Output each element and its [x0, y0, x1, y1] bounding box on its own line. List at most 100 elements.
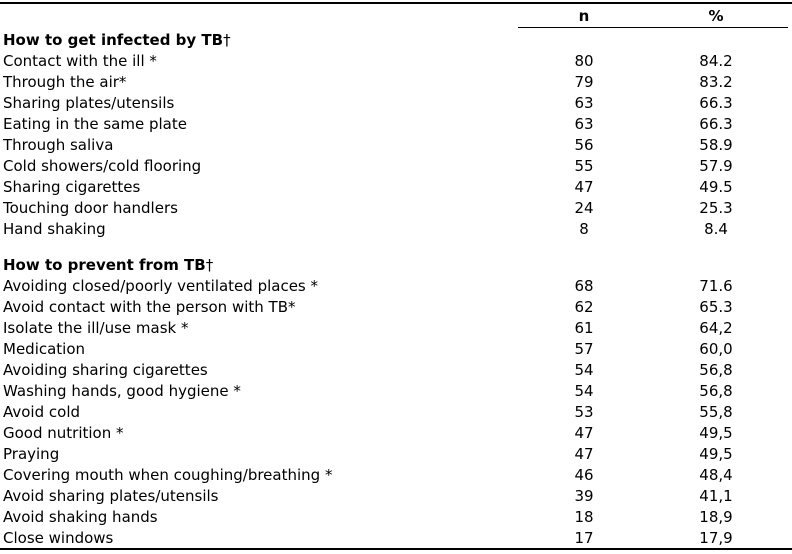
row-label: Close windows	[3, 529, 114, 547]
row-pct-value: 49,5	[699, 445, 733, 463]
row-pct-value: 56,8	[699, 382, 733, 400]
row-label: Hand shaking	[3, 220, 106, 238]
row-pct-value: 58.9	[699, 136, 733, 154]
row-n-value: 54	[574, 361, 594, 379]
row-pct-value: 17,9	[699, 529, 733, 547]
section-title: How to get infected by TB†	[0, 30, 520, 51]
header-right-margin	[784, 5, 792, 27]
row-pct-value: 65.3	[699, 298, 733, 316]
table-row: Praying 47 49,5	[0, 444, 792, 465]
table-section-heading-row: How to prevent from TB†	[0, 255, 792, 276]
row-pct-value: 49,5	[699, 424, 733, 442]
header-underline-rule	[518, 27, 788, 28]
section-gap	[0, 240, 792, 255]
row-pct-value: 8.4	[704, 220, 728, 238]
row-n-value: 47	[574, 445, 594, 463]
row-pct-value: 55,8	[699, 403, 733, 421]
table-row: Avoid shaking hands 18 18,9	[0, 507, 792, 528]
row-pct-value: 66.3	[699, 94, 733, 112]
row-n-value: 55	[574, 157, 594, 175]
row-n-value: 53	[574, 403, 594, 421]
row-label: Avoid cold	[3, 403, 81, 421]
header-spacer-cell	[0, 5, 520, 27]
row-label: Isolate the ill/use mask *	[3, 319, 189, 337]
row-pct-value: 57.9	[699, 157, 733, 175]
table-row: Avoiding sharing cigarettes 54 56,8	[0, 360, 792, 381]
row-n-value: 68	[574, 277, 594, 295]
table-row: Avoid cold 53 55,8	[0, 402, 792, 423]
table-row: Sharing cigarettes 47 49.5	[0, 177, 792, 198]
table-row: Contact with the ill * 80 84.2	[0, 51, 792, 72]
row-n-value: 47	[574, 424, 594, 442]
table-section-heading-row: How to get infected by TB†	[0, 30, 792, 51]
row-n-value: 56	[574, 136, 594, 154]
row-label: Sharing plates/utensils	[3, 94, 175, 112]
row-n-value: 47	[574, 178, 594, 196]
table-row: Eating in the same plate 63 66.3	[0, 114, 792, 135]
row-pct-value: 71.6	[699, 277, 733, 295]
section-title-text: How to prevent from TB	[3, 256, 206, 274]
row-label: Through saliva	[3, 136, 114, 154]
row-pct-value: 18,9	[699, 508, 733, 526]
table-row: Good nutrition * 47 49,5	[0, 423, 792, 444]
column-header-n: n	[578, 7, 590, 25]
table-row: Through the air* 79 83.2	[0, 72, 792, 93]
row-n-value: 62	[574, 298, 594, 316]
table-row: Washing hands, good hygiene * 54 56,8	[0, 381, 792, 402]
row-n-value: 17	[574, 529, 594, 547]
table-row: Avoid contact with the person with TB* 6…	[0, 297, 792, 318]
row-pct-value: 83.2	[699, 73, 733, 91]
table-row: Close windows 17 17,9	[0, 528, 792, 549]
table-row: Cold showers/cold flooring 55 57.9	[0, 156, 792, 177]
row-n-value: 18	[574, 508, 594, 526]
row-n-value: 8	[579, 220, 589, 238]
row-n-value: 46	[574, 466, 594, 484]
row-label: Good nutrition *	[3, 424, 124, 442]
row-label: Avoid sharing plates/utensils	[3, 487, 219, 505]
table-row: Isolate the ill/use mask * 61 64,2	[0, 318, 792, 339]
row-label: Avoid shaking hands	[3, 508, 158, 526]
row-pct-value: 60,0	[699, 340, 733, 358]
table-row: Covering mouth when coughing/breathing *…	[0, 465, 792, 486]
table-row: Through saliva 56 58.9	[0, 135, 792, 156]
table-row: Medication 57 60,0	[0, 339, 792, 360]
row-n-value: 57	[574, 340, 594, 358]
row-label: Sharing cigarettes	[3, 178, 141, 196]
section-title-text: How to get infected by TB	[3, 31, 224, 49]
table-row: Avoid sharing plates/utensils 39 41,1	[0, 486, 792, 507]
table-row: Sharing plates/utensils 63 66.3	[0, 93, 792, 114]
table-row: Avoiding closed/poorly ventilated places…	[0, 276, 792, 297]
row-label: Contact with the ill *	[3, 52, 157, 70]
table-top-rule	[0, 2, 792, 4]
dagger-footnote-marker: †	[205, 256, 214, 274]
row-n-value: 63	[574, 94, 594, 112]
row-n-value: 24	[574, 199, 594, 217]
row-pct-value: 41,1	[699, 487, 733, 505]
row-label: Medication	[3, 340, 86, 358]
row-label: Washing hands, good hygiene *	[3, 382, 241, 400]
table-bottom-rule	[0, 548, 792, 550]
table-row: Touching door handlers 24 25.3	[0, 198, 792, 219]
row-n-value: 54	[574, 382, 594, 400]
row-n-value: 79	[574, 73, 594, 91]
table-header-row: n %	[0, 5, 792, 27]
row-pct-value: 25.3	[699, 199, 733, 217]
row-n-value: 63	[574, 115, 594, 133]
row-label: Eating in the same plate	[3, 115, 187, 133]
row-pct-value: 66.3	[699, 115, 733, 133]
row-pct-value: 84.2	[699, 52, 733, 70]
column-header-pct: %	[708, 7, 724, 25]
table-body: How to get infected by TB† Contact with …	[0, 30, 792, 549]
row-pct-value: 49.5	[699, 178, 733, 196]
row-label: Avoid contact with the person with TB*	[3, 298, 296, 316]
row-label: Covering mouth when coughing/breathing *	[3, 466, 333, 484]
row-n-value: 39	[574, 487, 594, 505]
dagger-footnote-marker: †	[223, 31, 231, 49]
row-label: Praying	[3, 445, 60, 463]
row-label: Avoiding sharing cigarettes	[3, 361, 208, 379]
row-pct-value: 64,2	[699, 319, 733, 337]
row-label: Cold showers/cold flooring	[3, 157, 202, 175]
section-title: How to prevent from TB†	[0, 255, 520, 276]
row-label: Touching door handlers	[3, 199, 178, 217]
